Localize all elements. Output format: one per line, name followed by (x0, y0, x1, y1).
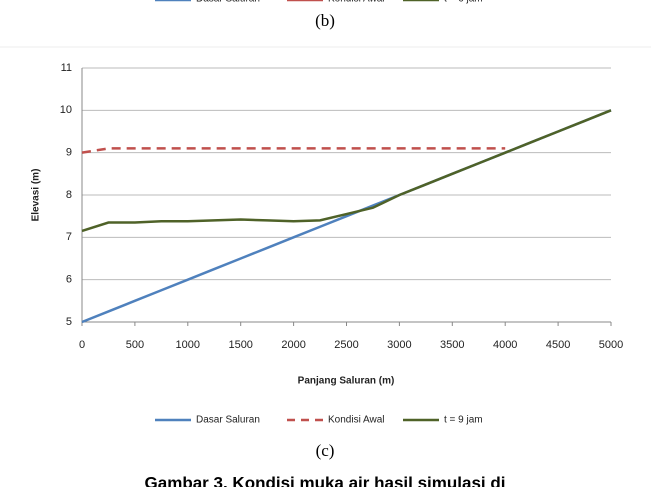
x-axis-label: Panjang Saluran (m) (298, 376, 395, 387)
y-tick-label: 7 (66, 231, 72, 243)
legend-label: Kondisi Awal (328, 415, 385, 426)
y-tick-label: 6 (66, 274, 72, 286)
y-axis-label: Elevasi (m) (31, 169, 42, 222)
x-tick-label: 500 (126, 339, 144, 351)
legend-label: t = 6 jam (444, 0, 483, 5)
x-tick-label: 5000 (599, 339, 623, 351)
series-line (81, 147, 506, 154)
series-line (81, 109, 612, 233)
y-tick-label: 11 (61, 62, 72, 74)
x-tick-label: 4000 (493, 339, 517, 351)
y-tick-label: 5 (66, 316, 72, 328)
y-tick-label: 8 (66, 189, 72, 201)
legend-label: Kondisi Awal (328, 0, 385, 5)
subfigure-label: (b) (315, 11, 335, 30)
x-tick-label: 1500 (228, 339, 252, 351)
x-tick-label: 2000 (281, 339, 305, 351)
x-tick-label: 3000 (387, 339, 411, 351)
x-tick-label: 2500 (334, 339, 358, 351)
y-tick-label: 10 (60, 104, 72, 116)
subfigure-label: (c) (316, 441, 335, 460)
x-tick-label: 4500 (546, 339, 570, 351)
legend-label: Dasar Saluran (196, 0, 260, 5)
caption: Gambar 3. Kondisi muka air hasil simulas… (145, 473, 506, 487)
legend-label: t = 9 jam (444, 415, 483, 426)
y-tick-label: 9 (66, 147, 72, 159)
x-tick-label: 0 (79, 339, 85, 351)
legend-label: Dasar Saluran (196, 415, 260, 426)
x-tick-label: 1000 (176, 339, 200, 351)
x-tick-label: 3500 (440, 339, 464, 351)
